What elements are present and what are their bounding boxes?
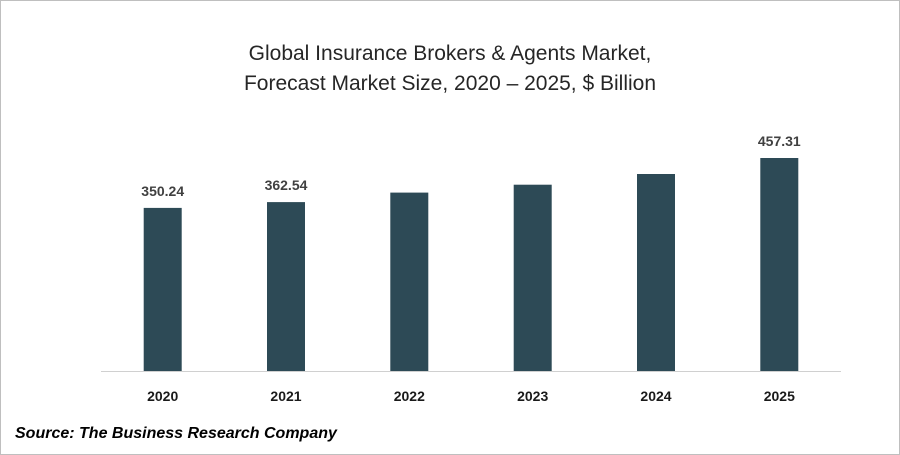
x-tick-label-2025: 2025 — [764, 388, 795, 404]
bar-2020 — [143, 207, 182, 371]
chart-title: Global Insurance Brokers & Agents Market… — [1, 39, 899, 99]
x-tick-label-2020: 2020 — [147, 388, 178, 404]
x-tick-label-2024: 2024 — [640, 388, 671, 404]
data-label-2020: 350.24 — [141, 183, 184, 199]
data-label-2021: 362.54 — [265, 177, 308, 193]
x-tick-label-2021: 2021 — [270, 388, 301, 404]
bars-layer — [143, 158, 799, 371]
x-tick-label-2023: 2023 — [517, 388, 548, 404]
labels-layer: 2020 350.24 2021 362.54 2022 2023 2024 2025 457.… — [141, 133, 801, 404]
bar-2023 — [513, 184, 552, 371]
chart-title-line-2: Forecast Market Size, 2020 – 2025, $ Bil… — [243, 72, 657, 95]
data-label-2025: 457.31 — [758, 133, 801, 149]
x-tick-label-2022: 2022 — [394, 388, 425, 404]
source-note: Source: The Business Research Company — [15, 425, 337, 442]
bar-2024 — [637, 174, 675, 371]
bar-2022 — [390, 192, 429, 371]
bar-chart: 2020 350.24 2021 362.54 2022 2023 2024 2025 457.… — [101, 133, 841, 404]
chart-title-line-1: Global Insurance Brokers & Agents Market… — [248, 42, 652, 65]
bar-2021 — [267, 202, 305, 371]
bar-2025 — [760, 158, 799, 371]
